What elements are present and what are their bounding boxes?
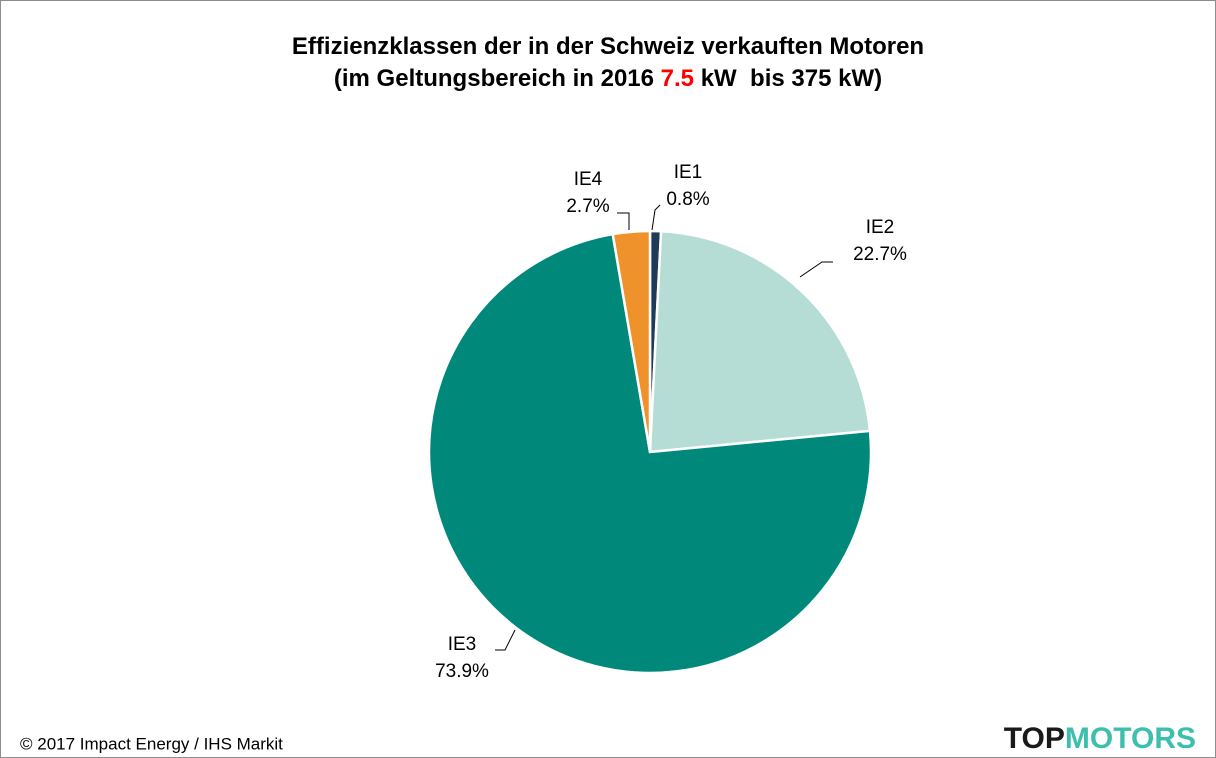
value-label: 22.7% — [853, 244, 907, 265]
leader-line — [495, 629, 516, 651]
category-label: IE3 — [448, 634, 477, 655]
chart-title: Effizienzklassen der in der Schweiz verk… — [292, 33, 924, 60]
value-label: 73.9% — [435, 661, 489, 682]
title-part: kW bis 375 kW) — [694, 65, 882, 92]
logo-part: MOTORS — [1065, 722, 1196, 755]
leader-line — [617, 212, 630, 230]
chart-title: (im Geltungsbereich in 2016 7.5 kW bis 3… — [334, 65, 882, 92]
value-label: 2.7% — [566, 196, 609, 217]
pie-slice — [427, 232, 873, 675]
leader-line — [799, 261, 833, 278]
title-part: 7.5 — [661, 65, 694, 92]
category-label: IE2 — [866, 217, 895, 238]
logo: TOPMOTORS — [1004, 722, 1196, 755]
pie-slice — [648, 229, 872, 454]
logo-part: TOP — [1004, 722, 1065, 755]
title-part: Effizienzklassen der in der Schweiz verk… — [292, 33, 924, 60]
leader-line — [651, 204, 661, 231]
category-label: IE1 — [674, 162, 703, 183]
footer: © 2017 Impact Energy / IHS Markit — [20, 734, 283, 753]
value-label: 0.8% — [666, 189, 709, 210]
pie-slice — [611, 229, 652, 453]
category-label: IE4 — [574, 169, 603, 190]
title-part: (im Geltungsbereich in 2016 — [334, 65, 661, 92]
